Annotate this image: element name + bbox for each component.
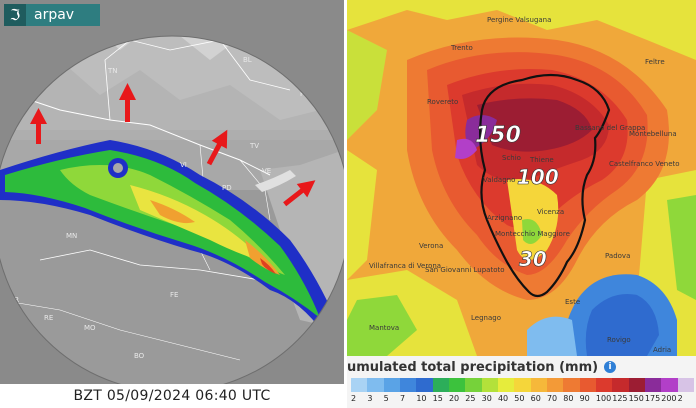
city-label-rovigo: Rovigo	[607, 336, 631, 344]
city-label-villafranca-di-verona: Villafranca di Verona	[369, 262, 441, 270]
arrow-icon	[283, 180, 316, 207]
legend-swatch	[383, 378, 400, 392]
legend-tick-label: 10	[416, 394, 427, 403]
province-label-bo: BO	[134, 352, 145, 360]
legend-swatch	[612, 378, 629, 392]
legend-tick-label: 50	[514, 394, 525, 403]
radar-timestamp: BZT 05/09/2024 06:40 UTC	[0, 384, 344, 408]
legend-tick-label: 125	[612, 394, 628, 403]
city-label-legnago: Legnago	[471, 314, 501, 322]
legend-tick-label: 60	[530, 394, 541, 403]
province-label-vi: VI	[180, 161, 187, 169]
legend-tick-label: 2	[351, 394, 357, 403]
legend-swatch	[677, 378, 694, 392]
city-label-montecchio-maggiore: Montecchio Maggiore	[495, 230, 570, 238]
legend-tick-label: 175	[644, 394, 661, 403]
city-label-este: Este	[565, 298, 580, 306]
legend-tick-label: 80	[563, 394, 574, 403]
city-label-mantova: Mantova	[369, 324, 399, 332]
arrow-icon	[30, 108, 47, 144]
legend-swatch	[546, 378, 564, 392]
legend-swatch	[563, 378, 580, 392]
city-label-arzignano: Arzignano	[487, 214, 522, 222]
city-label-thiene: Thiene	[529, 156, 554, 164]
city-label-pergine-valsugana: Pergine Valsugana	[487, 16, 551, 24]
city-label-bassano-del-grappa: Bassano del Grappa	[575, 124, 645, 132]
city-label-vicenza: Vicenza	[537, 208, 564, 216]
legend-tick-label: 2	[677, 394, 683, 403]
city-label-feltre: Feltre	[645, 58, 665, 66]
legend-tick-label: 200	[661, 394, 677, 403]
legend-colorbar	[351, 378, 694, 392]
legend-swatch	[465, 378, 482, 392]
legend-tick-label: 100	[595, 394, 612, 403]
province-label-mn: MN	[66, 232, 77, 240]
province-label-pd: PD	[222, 184, 232, 192]
radar-panel: TN BL PN TV VI PD VE MN FE PR RE MO BO ℑ…	[0, 0, 344, 408]
logo-text: arpav	[34, 7, 75, 23]
city-label-padova: Padova	[605, 252, 630, 260]
city-label-adria: Adria	[653, 346, 671, 354]
city-label-rovereto: Rovereto	[427, 98, 458, 106]
legend-ticks: 2 3 5 7 10 15 20 25 30 40 50 60 70 80 90 100 125 150 175 20…	[351, 394, 694, 406]
legend-title-text: umulated total precipitation (mm)	[347, 359, 599, 375]
city-label-schio: Schio	[502, 154, 521, 162]
legend-swatch	[628, 378, 645, 392]
city-label-valdagno: Valdagno	[483, 176, 515, 184]
city-label-castelfranco-veneto: Castelfranco Veneto	[609, 160, 680, 168]
city-label-verona: Verona	[419, 242, 443, 250]
contour-label-150: 150	[475, 123, 521, 148]
legend-swatch	[661, 378, 678, 392]
direction-arrows	[30, 83, 316, 207]
province-label-fe: FE	[170, 291, 178, 299]
legend-swatch	[351, 378, 368, 392]
legend-tick-label: 70	[546, 394, 558, 403]
precipitation-map: Trento Pergine Valsugana Feltre Rovereto…	[347, 0, 696, 356]
legend-tick-label: 3	[367, 394, 373, 403]
arpav-logo: ℑ arpav	[4, 4, 100, 26]
province-label-mo: MO	[84, 324, 96, 332]
province-label-ve: VE	[262, 167, 271, 175]
legend-tick-label: 20	[448, 394, 460, 403]
province-label-bl: BL	[243, 56, 252, 64]
province-label-tv: TV	[249, 142, 259, 150]
city-label-montebelluna: Montebelluna	[629, 130, 677, 138]
legend-tick-label: 15	[432, 394, 443, 403]
contour-label-100: 100	[517, 165, 559, 189]
legend-tick-label: 5	[383, 394, 389, 403]
legend-swatch	[579, 378, 596, 392]
legend-swatch	[497, 378, 515, 392]
legend-tick-label: 7	[399, 394, 406, 403]
city-label-trento: Trento	[450, 44, 473, 52]
province-label-tn: TN	[107, 67, 118, 75]
radar-map: TN BL PN TV VI PD VE MN FE PR RE MO BO	[0, 0, 344, 408]
legend-title: umulated total precipitation (mm) i	[347, 358, 617, 376]
contour-label-30: 30	[519, 247, 547, 271]
legend-swatch	[644, 378, 662, 392]
info-icon[interactable]: i	[604, 361, 617, 373]
legend-tick-label: 90	[579, 394, 590, 403]
province-label-re: RE	[44, 314, 53, 322]
legend-swatch	[399, 378, 417, 392]
legend-swatch	[595, 378, 613, 392]
legend-swatch	[514, 378, 531, 392]
legend-swatch	[448, 378, 466, 392]
legend-tick-label: 25	[465, 394, 476, 403]
legend-swatch	[367, 378, 384, 392]
legend-tick-label: 40	[497, 394, 509, 403]
legend-swatch	[530, 378, 547, 392]
legend-swatch	[432, 378, 449, 392]
legend-tick-label: 30	[481, 394, 492, 403]
legend-swatch	[416, 378, 433, 392]
arpav-logo-icon: ℑ	[4, 4, 26, 26]
precipitation-panel: Trento Pergine Valsugana Feltre Rovereto…	[347, 0, 696, 408]
city-label-san-giovanni-lupatoto: San Giovanni Lupatoto	[425, 266, 505, 274]
legend-tick-label: 150	[628, 394, 644, 403]
arrow-icon	[206, 129, 228, 166]
legend-swatch	[481, 378, 498, 392]
arrow-icon	[119, 83, 136, 122]
